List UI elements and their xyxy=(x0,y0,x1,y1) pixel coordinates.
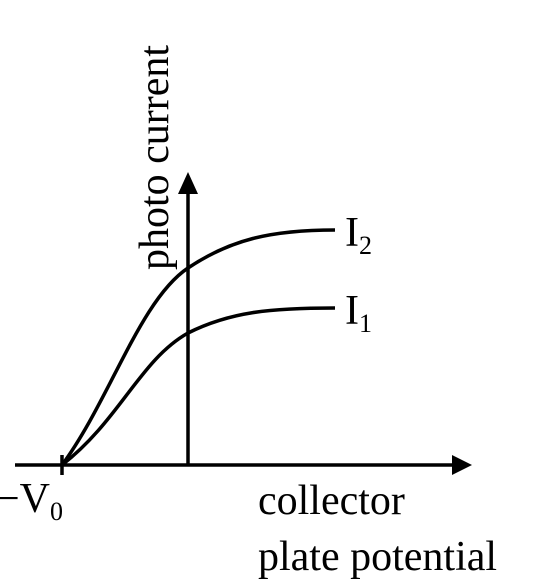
x-axis-label: collector xyxy=(258,478,405,524)
x-axis-arrow xyxy=(452,455,472,475)
curve-label: I1 xyxy=(345,288,372,338)
curve-label-text: I xyxy=(345,210,359,256)
curve-label-subscript: 1 xyxy=(359,309,372,338)
y-axis-arrow xyxy=(178,172,198,194)
origin-label-text: −V xyxy=(0,476,50,522)
y-axis-label: photo current xyxy=(132,45,178,270)
curve-label-subscript: 2 xyxy=(359,231,372,260)
curve-i2 xyxy=(60,228,336,467)
curve-label: I2 xyxy=(345,210,372,260)
origin-label: −V0 xyxy=(0,476,63,526)
curve-label-text: I xyxy=(345,288,359,334)
curve-i1 xyxy=(60,306,336,467)
x-axis-label: plate potential xyxy=(258,534,497,580)
origin-label-subscript: 0 xyxy=(50,497,63,526)
